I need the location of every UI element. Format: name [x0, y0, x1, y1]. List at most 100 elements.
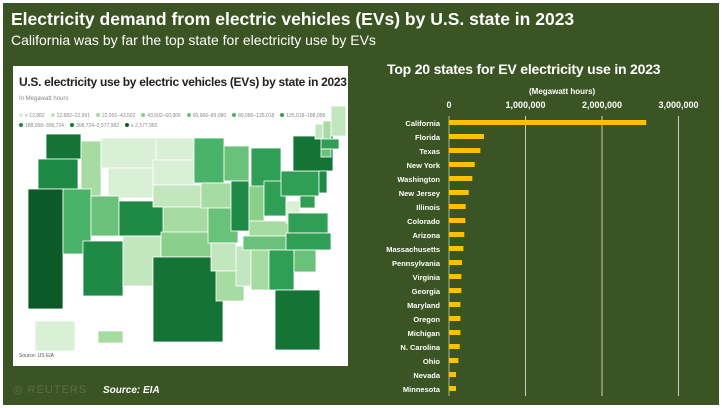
legend-swatch [280, 113, 285, 117]
main-title: Electricity demand from electric vehicle… [11, 9, 575, 29]
bar-pennsylvania [449, 260, 463, 265]
legend-item: 43,502–60,966 [141, 111, 181, 121]
legend-item: 188,058–308,724 [19, 121, 64, 131]
state-FL [274, 289, 321, 351]
state-OR [37, 158, 79, 190]
x-tick-label: 2,000,000 [582, 100, 622, 110]
bar-arizona [449, 232, 465, 237]
bar-california [449, 120, 647, 125]
legend-item: 308,724–2,577,982 [69, 121, 120, 131]
state-KS [162, 206, 209, 233]
bar-chart: 0 1,000,000 2,000,000 3,000,000 California Fl… [386, 100, 699, 396]
state-NJ [318, 170, 328, 194]
state-OK [160, 231, 212, 258]
legend-item: ≥ 2,577,982 [125, 121, 157, 131]
bar-oregon [449, 316, 461, 321]
x-axis-label: (Megawatt hours) [529, 87, 596, 96]
us-map [27, 105, 347, 352]
state-CT [320, 148, 332, 158]
subtitle: California was by far the top state for … [11, 32, 376, 48]
state-GA [268, 249, 295, 291]
category-label: Colorado [407, 217, 440, 226]
x-tick-label: 0 [446, 100, 451, 110]
bar-texas [449, 148, 481, 153]
category-label: Texas [419, 147, 440, 156]
map-source: Source: US EIA [19, 353, 55, 359]
category-label: Minnesota [403, 385, 441, 394]
legend-label: 188,058–308,724 [25, 123, 64, 129]
legend-item: 89,080–125,018 [232, 111, 274, 121]
state-AZ [82, 240, 124, 297]
legend-label: 60,966–89,080 [192, 113, 227, 119]
legend-label: 308,724–2,577,982 [75, 123, 120, 129]
legend-label: 22,991–43,502 [101, 113, 136, 119]
category-label: Washington [397, 175, 440, 184]
legend-swatch [186, 113, 191, 117]
category-label: Arizona [412, 231, 440, 240]
map-legend: < 12,882 12,882–22,991 22,991–43,502 43,502… [19, 111, 344, 131]
legend-label: ≥ 2,577,982 [131, 123, 158, 129]
category-label: California [405, 119, 440, 128]
category-label: Illinois [416, 203, 440, 212]
legend-swatch [19, 123, 23, 127]
state-HI [97, 330, 124, 344]
legend-swatch [141, 113, 146, 117]
infographic: Electricity demand from electric vehicle… [3, 3, 719, 405]
bar-new-york [449, 162, 475, 167]
bar-michigan [449, 330, 461, 335]
x-tick-label: 3,000,000 [658, 100, 698, 110]
state-IA [200, 182, 232, 209]
category-label: Florida [415, 133, 441, 142]
legend-swatch [232, 113, 237, 117]
bar-new-jersey [449, 190, 469, 195]
map-card: U.S. electricity use by electric vehicle… [13, 66, 348, 366]
state-SC [293, 249, 317, 273]
state-WY [107, 167, 154, 199]
legend-item: 22,991–43,502 [95, 111, 136, 121]
bar-florida [449, 134, 484, 139]
bar-virginia [449, 274, 462, 279]
state-AK [34, 320, 76, 352]
bar-maryland [449, 302, 461, 307]
category-label: New Jersey [399, 189, 441, 198]
category-label: Oregon [413, 315, 440, 324]
x-tick-label: 1,000,000 [505, 100, 545, 110]
state-OH [263, 180, 287, 217]
bar-colorado [449, 218, 466, 223]
legend-item: < 12,882 [19, 111, 45, 121]
category-label: Ohio [423, 357, 440, 366]
legend-item: 60,966–89,080 [186, 111, 227, 121]
map-unit: In Megawatt hours [19, 96, 69, 102]
legend-swatch [19, 113, 23, 117]
legend-swatch [95, 113, 100, 117]
category-label: Nevada [413, 371, 441, 380]
bar-nevada [449, 372, 457, 377]
bar-massachusetts [449, 246, 464, 251]
state-CA [27, 188, 64, 310]
category-label: Massachusetts [386, 245, 440, 254]
bar-n-carolina [449, 344, 460, 349]
bar-minnesota [449, 386, 457, 391]
legend-label: 43,502–60,966 [147, 113, 181, 119]
state-MD [299, 195, 316, 209]
source-note: Source: EIA [103, 385, 160, 396]
category-label: N. Carolina [400, 343, 440, 352]
category-label: Maryland [407, 301, 440, 310]
bar-washington [449, 176, 473, 181]
legend-swatch [69, 123, 74, 127]
state-ME [330, 105, 347, 137]
legend-swatch [50, 113, 55, 117]
legend-swatch [125, 123, 130, 127]
state-WI [223, 145, 250, 182]
category-label: Virginia [413, 273, 441, 282]
category-label: Georgia [412, 287, 441, 296]
logo-text: REUTERS [27, 384, 88, 396]
state-AR [210, 242, 237, 272]
bar-ohio [449, 358, 459, 363]
category-label: New York [407, 161, 441, 170]
map-title: U.S. electricity use by electric vehicle… [19, 75, 347, 89]
bar-georgia [449, 288, 462, 293]
state-WA [45, 133, 82, 160]
legend-label: 89,080–125,018 [238, 113, 275, 119]
chart-title: Top 20 states for EV electricity use in … [387, 61, 661, 77]
